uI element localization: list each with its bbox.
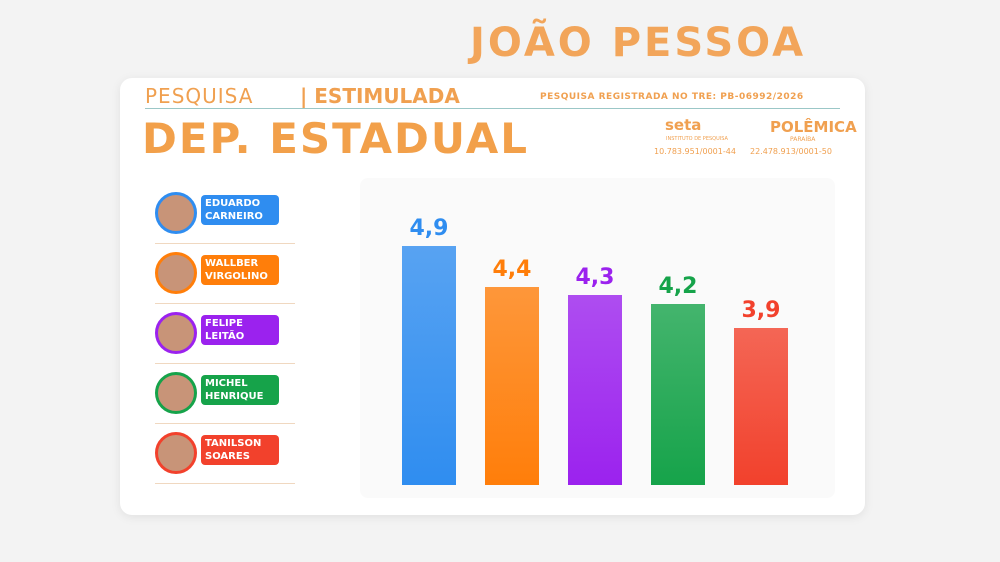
avatar [155, 192, 197, 234]
cnpj: 22.478.913/0001-50 [750, 147, 832, 156]
bar [402, 245, 456, 485]
avatar [155, 432, 197, 474]
rule [145, 108, 840, 109]
category-label: MICHEL HENRIQUE [201, 375, 279, 405]
candidate: FELIPE LEITÃO [155, 303, 295, 364]
category-label: EDUARDO CARNEIRO [201, 195, 279, 225]
bar [651, 303, 705, 485]
avatar [155, 312, 197, 354]
value-label: 4,3 [575, 265, 615, 291]
bar [734, 328, 788, 485]
bar [485, 287, 539, 485]
value-label: 3,9 [741, 298, 781, 324]
avatar [155, 372, 197, 414]
category-label: FELIPE LEITÃO [201, 315, 279, 345]
survey-type: | ESTIMULADA [300, 84, 460, 108]
survey-label: PESQUISA [145, 84, 254, 108]
logo-seta-sub: INSTITUTO DE PESQUISA [666, 136, 728, 142]
candidate: WALLBER VIRGOLINO [155, 243, 295, 304]
candidate: MICHEL HENRIQUE [155, 363, 295, 424]
avatar [155, 252, 197, 294]
logo-polemica-sub: PARAÍBA [790, 136, 816, 143]
candidate: EDUARDO CARNEIRO [155, 183, 295, 244]
value-label: 4,9 [409, 215, 449, 241]
logo-seta: seta [665, 116, 702, 134]
category-label: TANILSON SOARES [201, 435, 279, 465]
cnpj: 10.783.951/0001-44 [654, 147, 736, 156]
city-title: JOÃO PESSOA [470, 20, 807, 66]
office-title: DEP. ESTADUAL [142, 114, 529, 163]
category-label: WALLBER VIRGOLINO [201, 255, 279, 285]
value-label: 4,4 [492, 257, 532, 282]
value-label: 4,2 [658, 273, 698, 299]
candidate: TANILSON SOARES [155, 423, 295, 484]
logo-polemica: POLÊMICA [770, 118, 857, 136]
registration: PESQUISA REGISTRADA NO TRE: PB-06992/202… [540, 92, 804, 102]
bar [568, 295, 622, 485]
